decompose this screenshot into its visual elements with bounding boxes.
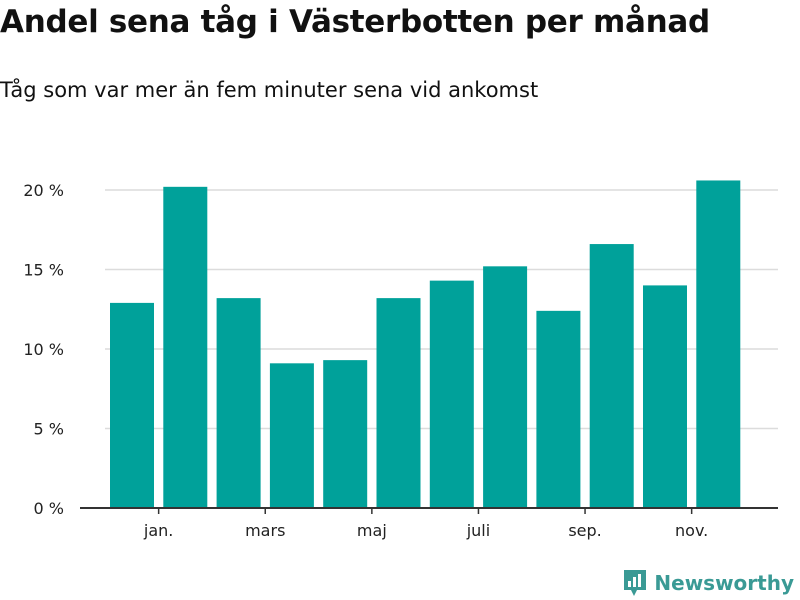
- x-tick-labels: jan. mars maj juli sep. nov.: [143, 521, 708, 540]
- chart-subtitle: Tåg som var mer än fem minuter sena vid …: [0, 78, 539, 102]
- bar: [536, 310, 581, 508]
- bar: [376, 298, 421, 508]
- y-tick-labels: 0 % 5 % 10 % 15 % 20 %: [23, 181, 64, 518]
- y-tick-label: 0 %: [34, 499, 64, 518]
- bar: [589, 244, 634, 508]
- bar: [643, 285, 687, 508]
- bar: [216, 298, 261, 508]
- y-tick-label: 5 %: [34, 420, 64, 439]
- brand-name: Newsworthy: [654, 571, 794, 595]
- bar: [323, 360, 368, 508]
- bar: [269, 363, 314, 508]
- axes: [80, 507, 778, 514]
- bars: [110, 180, 741, 508]
- bar: [110, 302, 154, 508]
- chart-title: Andel sena tåg i Västerbotten per månad: [0, 4, 710, 40]
- y-tick-label: 15 %: [23, 261, 64, 280]
- bar: [696, 180, 741, 508]
- bar: [163, 186, 208, 508]
- x-tick-label: sep.: [568, 521, 601, 540]
- bar: [429, 280, 474, 508]
- x-tick-label: mars: [245, 521, 285, 540]
- bar: [483, 266, 528, 508]
- y-tick-label: 10 %: [23, 340, 64, 359]
- y-tick-label: 20 %: [23, 181, 64, 200]
- x-tick-label: maj: [357, 521, 387, 540]
- brand-logo: Newsworthy: [622, 568, 794, 598]
- newsworthy-logo-icon: [624, 570, 647, 596]
- x-tick-label: jan.: [143, 521, 173, 540]
- x-tick-label: juli: [466, 521, 490, 540]
- x-tick-label: nov.: [675, 521, 708, 540]
